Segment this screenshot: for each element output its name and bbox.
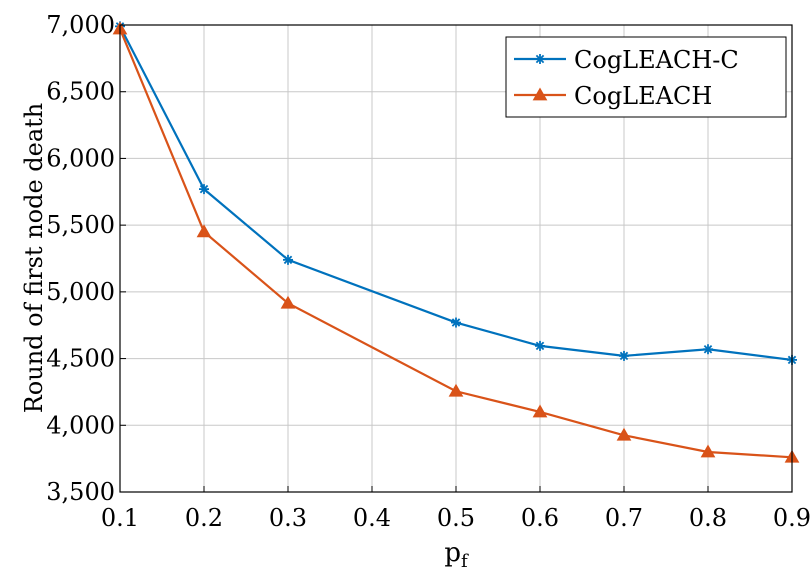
data-point xyxy=(199,184,209,195)
y-tick-label: 4,000 xyxy=(46,411,115,439)
series-line xyxy=(119,25,793,361)
x-axis-label: pf xyxy=(444,538,469,571)
x-tick-label: 0.7 xyxy=(605,504,643,532)
data-point xyxy=(448,383,464,397)
x-tick-label: 0.2 xyxy=(185,504,223,532)
series-line xyxy=(118,28,793,459)
legend-entry: CogLEACH xyxy=(514,82,712,110)
y-tick-label: 5,000 xyxy=(46,278,115,306)
y-tick-label: 6,500 xyxy=(46,78,115,106)
x-tick-label: 0.8 xyxy=(689,504,727,532)
legend-label: CogLEACH-C xyxy=(574,46,739,74)
x-tick-label: 0.5 xyxy=(437,504,475,532)
legend-box xyxy=(505,36,787,118)
legend-entry: CogLEACH-C xyxy=(514,46,739,74)
legend-marker xyxy=(535,54,545,64)
x-tick-label: 0.9 xyxy=(773,504,811,532)
x-axis-ticks: 0.1 0.2 0.3 0.4 0.5 0.6 0.7 0.8 0.9 xyxy=(101,486,811,532)
y-tick-label: 4,500 xyxy=(46,345,115,373)
y-tick-label: 7,000 xyxy=(46,11,115,39)
data-point xyxy=(283,254,293,265)
data-point xyxy=(451,317,461,328)
series-layer xyxy=(112,21,800,463)
y-tick-label: 5,500 xyxy=(46,211,115,239)
data-point xyxy=(703,344,713,355)
x-tick-label: 0.3 xyxy=(269,504,307,532)
series-cogleach xyxy=(112,21,800,463)
x-tick-label: 0.6 xyxy=(521,504,559,532)
y-axis-ticks: 3,500 4,000 4,500 5,000 5,500 6,000 6,500 7,000 xyxy=(46,11,126,506)
legend: CogLEACH-C CogLEACH xyxy=(505,36,787,118)
y-tick-label: 6,000 xyxy=(46,144,115,172)
x-tick-label: 0.1 xyxy=(101,504,139,532)
data-point xyxy=(619,350,629,361)
data-point xyxy=(700,444,716,458)
x-tick-label: 0.4 xyxy=(353,504,391,532)
data-point xyxy=(616,427,632,441)
data-point xyxy=(280,295,296,309)
y-axis-label: Round of first node death xyxy=(20,103,48,414)
series-cogleach-c xyxy=(115,21,797,365)
data-point xyxy=(535,340,545,351)
legend-marker xyxy=(532,87,548,101)
data-point xyxy=(532,404,548,418)
legend-label: CogLEACH xyxy=(574,82,712,110)
data-point xyxy=(196,224,212,238)
y-tick-label: 3,500 xyxy=(46,478,115,506)
